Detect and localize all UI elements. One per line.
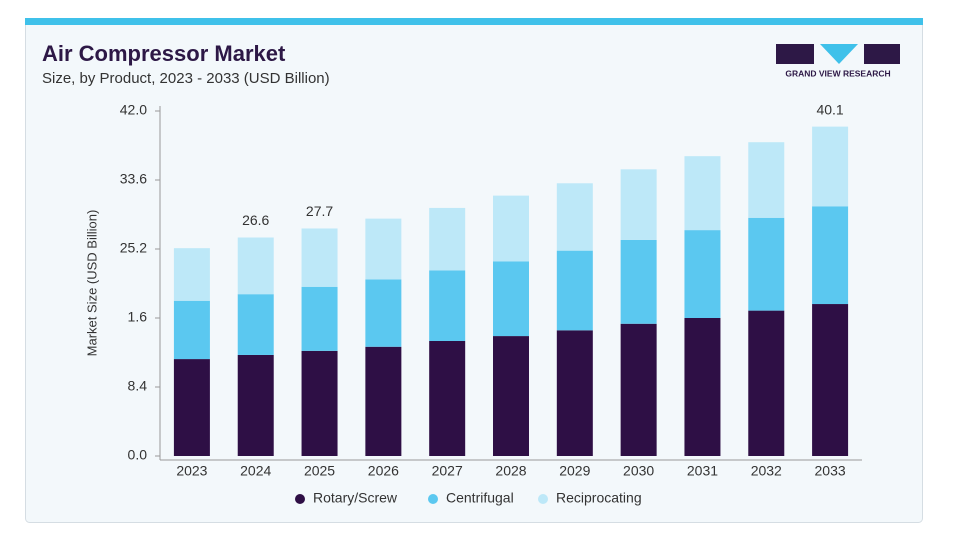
bar-segment: [301, 350, 338, 456]
bar-segment: [556, 183, 593, 251]
chart-subtitle: Size, by Product, 2023 - 2033 (USD Billi…: [42, 70, 330, 87]
bar-segment: [237, 237, 274, 295]
logo-mark: [776, 44, 814, 64]
bar-segment: [301, 228, 338, 287]
y-tick-label: 33.6: [120, 171, 147, 187]
bar-segment: [748, 217, 785, 311]
x-tick-label: 2027: [432, 463, 463, 479]
bar-segment: [365, 279, 402, 347]
bar-segment: [493, 336, 529, 456]
y-tick-label: 42.0: [120, 102, 147, 118]
logo-mark: [864, 44, 900, 64]
bar-segment: [237, 354, 274, 456]
bar-segment: [620, 169, 657, 240]
y-tick-label: 1.6: [128, 309, 148, 325]
x-tick-label: 2032: [751, 463, 782, 479]
bar-segment: [493, 261, 529, 337]
bar-segment: [812, 206, 849, 305]
x-tick-label: 2023: [176, 463, 207, 479]
bar-segment: [173, 359, 210, 456]
bar-segment: [684, 318, 721, 456]
x-tick-label: 2028: [495, 463, 526, 479]
bar-segment: [429, 207, 466, 271]
bar-segment: [301, 286, 338, 351]
bar-segment: [620, 239, 657, 324]
x-tick-label: 2030: [623, 463, 654, 479]
bar-segment: [365, 218, 402, 280]
logo-mark: [820, 44, 858, 64]
x-tick-label: 2025: [304, 463, 335, 479]
card-top-bar: [25, 18, 923, 25]
x-tick-label: 2026: [368, 463, 399, 479]
legend-label: Centrifugal: [446, 490, 514, 506]
legend-swatch: [295, 494, 305, 504]
bar-segment: [173, 248, 210, 301]
bar-segment: [812, 304, 849, 456]
x-tick-label: 2033: [815, 463, 846, 479]
chart-title: Air Compressor Market: [42, 41, 286, 66]
total-label: 27.7: [306, 203, 333, 219]
bar-segment: [493, 195, 529, 262]
bar-segment: [748, 310, 785, 456]
legend-swatch: [428, 494, 438, 504]
logo: GRAND VIEW RESEARCH: [776, 44, 900, 78]
y-tick-label: 0.0: [128, 447, 148, 463]
legend-label: Rotary/Screw: [313, 490, 398, 506]
bar-segment: [748, 142, 785, 218]
legend-swatch: [538, 494, 548, 504]
logo-text: GRAND VIEW RESEARCH: [785, 68, 890, 78]
legend-label: Reciprocating: [556, 490, 642, 506]
total-label: 26.6: [242, 212, 269, 228]
bar-segment: [556, 250, 593, 331]
bar-segment: [237, 294, 274, 355]
x-tick-label: 2029: [559, 463, 590, 479]
bar-segment: [684, 156, 721, 231]
bar-segment: [556, 330, 593, 456]
bar-segment: [620, 323, 657, 456]
bar-segment: [684, 230, 721, 318]
total-label: 40.1: [816, 101, 843, 117]
y-axis-label: Market Size (USD Billion): [84, 210, 99, 357]
x-tick-label: 2031: [687, 463, 718, 479]
bar-segment: [429, 270, 466, 341]
x-tick-label: 2024: [240, 463, 271, 479]
bar-segment: [365, 346, 402, 456]
bar-segment: [429, 341, 466, 456]
y-tick-label: 25.2: [120, 240, 147, 256]
bar-segment: [812, 126, 849, 207]
y-tick-label: 8.4: [128, 378, 148, 394]
bar-segment: [173, 300, 210, 360]
